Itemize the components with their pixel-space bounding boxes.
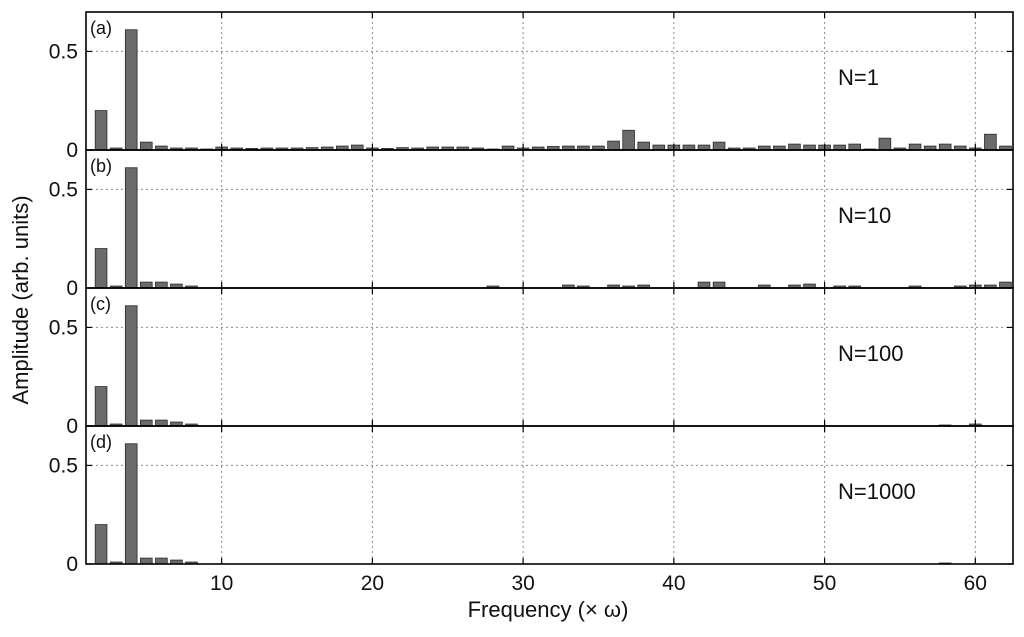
bar	[155, 281, 168, 289]
bar	[124, 443, 138, 565]
y-tick-label: 0	[66, 415, 78, 438]
bar	[140, 557, 153, 565]
bar	[124, 305, 138, 427]
bar	[140, 419, 153, 427]
y-tick-label: 0.5	[49, 40, 78, 63]
y-tick-label: 0.5	[49, 178, 78, 201]
x-tick-label: 10	[210, 572, 233, 595]
bar	[984, 133, 997, 151]
bar	[697, 281, 711, 289]
bar	[622, 129, 635, 151]
grid-layer	[86, 12, 1013, 564]
y-tick-label: 0	[66, 139, 78, 162]
bar	[878, 137, 892, 151]
panel-tag: (c)	[90, 294, 111, 314]
series-label: N=1	[838, 65, 879, 90]
bar	[124, 29, 138, 151]
panel-tag: (b)	[90, 156, 112, 176]
bar	[999, 281, 1012, 289]
y-axis-title: Amplitude (arb. units)	[8, 195, 33, 404]
y-tick-label: 0.5	[49, 316, 78, 339]
x-tick-label: 50	[813, 572, 836, 595]
bar	[94, 524, 108, 565]
bar	[607, 140, 620, 151]
y-tick-label: 0	[66, 553, 78, 576]
labels-layer: 00.5(a)N=100.5(b)N=1000.5(c)N=10000.5(d)…	[49, 18, 987, 595]
x-tick-label: 40	[662, 572, 685, 595]
series-label: N=10	[838, 203, 891, 228]
bar	[155, 557, 168, 565]
y-tick-label: 0	[66, 277, 78, 300]
bar	[848, 143, 862, 151]
panel-frame	[85, 425, 1014, 565]
bar	[637, 141, 650, 151]
bar	[140, 141, 153, 151]
panel-tag: (d)	[90, 432, 112, 452]
bar	[94, 386, 108, 427]
series-label: N=100	[838, 341, 903, 366]
series-label: N=1000	[838, 479, 916, 504]
x-axis-title: Frequency (× ω)	[468, 597, 629, 622]
bar	[712, 141, 726, 151]
x-tick-label: 60	[964, 572, 987, 595]
x-tick-label: 30	[511, 572, 534, 595]
ticks-layer	[86, 12, 1013, 565]
bar	[140, 281, 153, 289]
bar	[908, 143, 922, 151]
x-tick-label: 20	[361, 572, 384, 595]
bar	[124, 167, 138, 289]
bar	[938, 143, 952, 151]
frames-layer	[85, 11, 1014, 565]
bar	[94, 248, 108, 289]
bar	[712, 281, 726, 289]
y-tick-label: 0.5	[49, 454, 78, 477]
panel-tag: (a)	[90, 18, 112, 38]
bar	[155, 419, 168, 427]
bar	[94, 110, 108, 151]
bar	[788, 143, 801, 151]
